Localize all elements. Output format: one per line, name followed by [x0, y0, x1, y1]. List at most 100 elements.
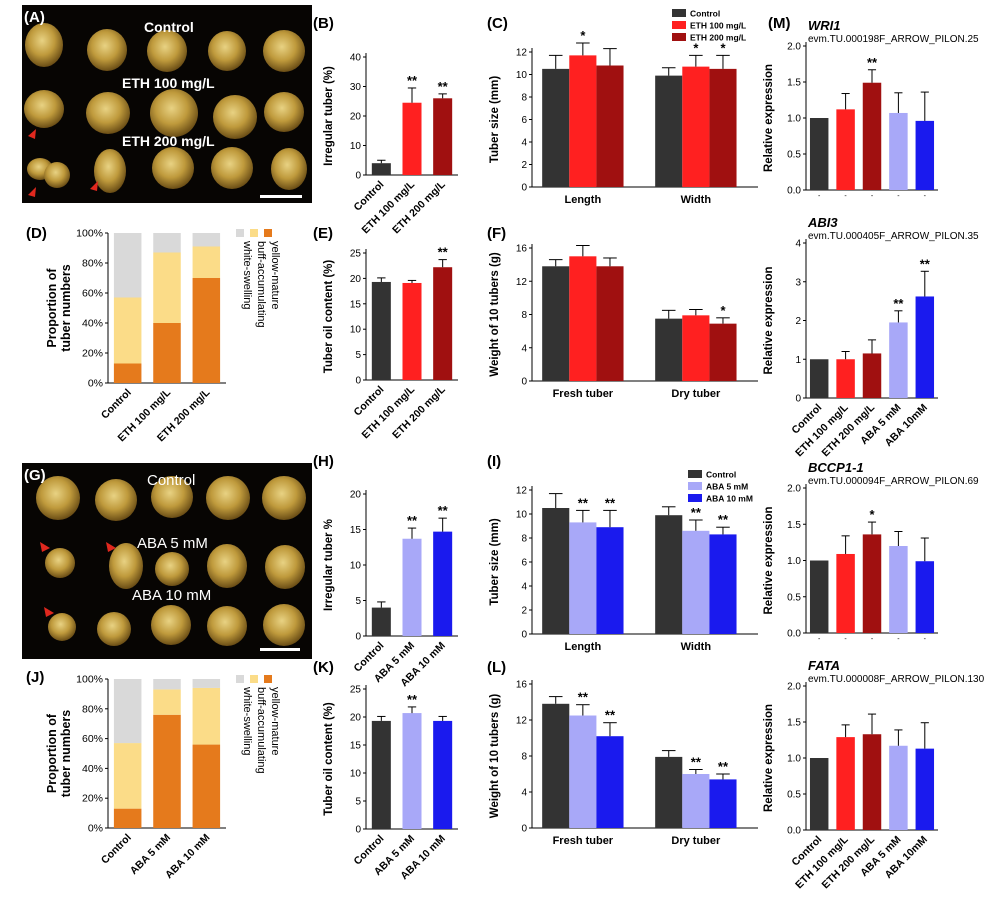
y-tick-label: 40% [82, 318, 103, 330]
x-tick-label: Control [99, 832, 134, 867]
x-tick-mark: - [844, 193, 847, 200]
gene-name: BCCP1-1 [808, 460, 864, 475]
x-category-label: Width [681, 194, 712, 206]
photo-label-control: Control [144, 19, 194, 35]
panel-label: (F) [487, 225, 506, 242]
bar [915, 561, 935, 633]
y-tick-label: 80% [82, 703, 103, 715]
y-tick-label: 100% [76, 674, 103, 686]
y-tick-label: 2.0 [787, 682, 801, 693]
bar [655, 318, 683, 381]
y-axis-label: tuber numbers [59, 710, 73, 798]
x-tick-label: ETH 100 mg/L [360, 178, 418, 236]
y-tick-label: 40 [350, 53, 362, 64]
y-tick-label: 16 [516, 244, 528, 255]
bar [682, 315, 710, 381]
photo-label-control: Control [147, 472, 196, 489]
stacked-segment [113, 743, 142, 809]
y-tick-label: 1.0 [787, 556, 801, 567]
x-tick-label: ETH 200 mg/L [390, 383, 448, 441]
bar [569, 715, 597, 828]
stacked-segment [192, 278, 221, 383]
legend-label: ABA 10 mM [706, 494, 753, 504]
bar [402, 538, 422, 636]
red-arrow-marker [90, 181, 98, 191]
gene-id: evm.TU.000008F_ARROW_PILON.130 [808, 674, 985, 685]
x-category-label: Width [681, 641, 712, 653]
y-tick-label: 8 [521, 752, 527, 763]
panel-label: (B) [313, 15, 334, 32]
y-tick-label: 12 [516, 277, 528, 288]
stacked-segment [153, 323, 181, 383]
significance-mark: * [580, 28, 586, 43]
panel-label: (D) [26, 225, 47, 242]
bar [542, 68, 570, 187]
bar [709, 779, 737, 828]
y-axis-label: Tuber oil content (%) [323, 702, 335, 816]
bar [542, 508, 570, 634]
x-tick-mark: - [818, 193, 821, 200]
y-tick-label: 5 [355, 596, 361, 607]
x-tick-mark: - [897, 636, 900, 643]
x-category-label: Dry tuber [671, 388, 721, 400]
y-axis-label: Tuber oil content (%) [323, 260, 335, 374]
stacked-segment [192, 744, 221, 828]
legend-label: ETH 100 mg/L [690, 21, 746, 31]
tuber-photo-g [36, 476, 306, 651]
gene-id: evm.TU.000198F_ARROW_PILON.25 [808, 34, 979, 45]
bar [542, 266, 570, 381]
stacked-segment [192, 246, 221, 278]
bar [371, 607, 391, 636]
significance-mark: ** [893, 296, 904, 311]
y-tick-label: 1.0 [787, 114, 801, 125]
bar [709, 323, 737, 381]
y-tick-label: 0.0 [787, 826, 801, 837]
y-tick-label: 20% [82, 348, 103, 360]
panel-label-g: (G) [24, 467, 46, 484]
gene-id: evm.TU.000405F_ARROW_PILON.35 [808, 231, 979, 242]
y-tick-label: 10 [516, 70, 528, 81]
y-tick-label: 10 [350, 141, 362, 152]
significance-mark: * [720, 40, 726, 55]
y-tick-label: 15 [350, 741, 362, 752]
y-tick-label: 1.5 [787, 520, 801, 531]
y-tick-label: 0% [88, 823, 103, 835]
y-tick-label: 0 [521, 183, 527, 194]
y-tick-label: 1.5 [787, 78, 801, 89]
bar [655, 515, 683, 634]
y-axis-label: Irregular tuber (%) [323, 66, 335, 166]
y-tick-label: 0% [88, 378, 103, 390]
stacked-segment [153, 252, 181, 323]
significance-mark: ** [407, 692, 418, 707]
y-tick-label: 5 [355, 797, 361, 808]
y-axis-label: Relative expression [763, 266, 775, 374]
red-arrow-marker [106, 542, 116, 552]
significance-mark: ** [605, 708, 616, 723]
bar [889, 112, 908, 190]
x-tick-mark: - [924, 636, 927, 643]
y-tick-label: 10 [350, 769, 362, 780]
bar [915, 748, 935, 830]
y-tick-label: 20 [350, 274, 362, 285]
significance-mark: ** [578, 690, 589, 705]
significance-mark: ** [920, 256, 931, 271]
y-tick-label: 12 [516, 486, 528, 497]
tuber-row-3 [27, 147, 307, 193]
stacked-segment [153, 233, 181, 253]
y-tick-label: 100% [76, 228, 103, 240]
bar [371, 163, 391, 175]
y-tick-label: 10 [516, 510, 528, 521]
y-tick-label: 8 [521, 93, 527, 104]
tuber-photo-a [24, 23, 307, 198]
y-tick-label: 0 [521, 630, 527, 641]
bar [862, 82, 882, 190]
legend-label: yellow-mature [269, 241, 281, 309]
x-category-label: Length [565, 641, 602, 653]
y-tick-label: 2 [795, 316, 801, 327]
y-axis-label: Relative expression [763, 506, 775, 614]
y-tick-label: 3 [795, 277, 801, 288]
photo-label-aba5: ABA 5 mM [137, 535, 208, 552]
y-tick-label: 8 [521, 310, 527, 321]
panel-label: (C) [487, 15, 508, 32]
photo-label-eth200: ETH 200 mg/L [122, 133, 215, 149]
